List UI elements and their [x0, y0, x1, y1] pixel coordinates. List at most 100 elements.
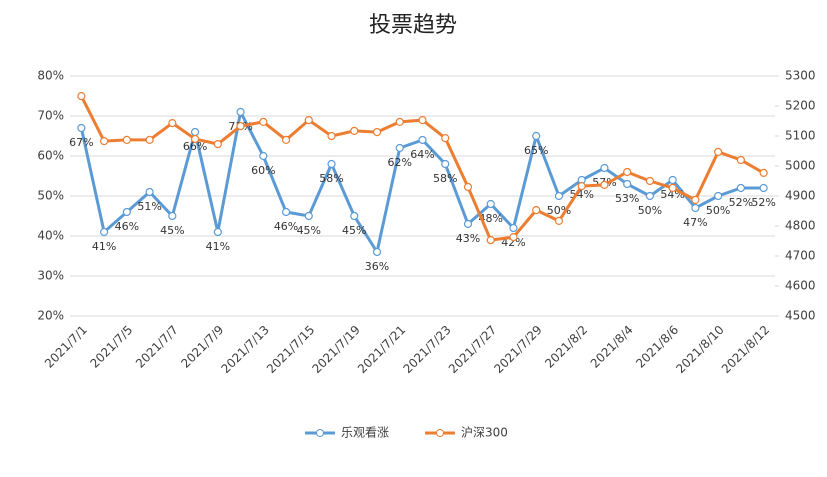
point — [281, 207, 291, 217]
data-label: 47% — [683, 216, 707, 229]
point — [213, 227, 222, 237]
point — [645, 191, 655, 201]
data-label: 45% — [297, 224, 321, 237]
data-label: 48% — [478, 212, 502, 225]
data-label: 65% — [524, 144, 548, 157]
point — [77, 91, 86, 101]
y2-tick-label: 4900 — [785, 189, 816, 203]
y-tick-label: 70% — [37, 109, 64, 123]
point — [77, 123, 86, 133]
data-label: 41% — [92, 240, 116, 253]
point — [122, 135, 131, 144]
x-tick-label: 2021/8/2 — [542, 323, 590, 371]
legend-label: 乐观看涨 — [341, 425, 389, 440]
point — [304, 211, 313, 221]
data-label: 66% — [183, 140, 207, 153]
data-label: 43% — [456, 232, 480, 245]
data-label: 45% — [342, 224, 366, 237]
x-tick-label: 2021/7/13 — [218, 323, 271, 376]
point — [759, 168, 768, 177]
data-label: 50% — [706, 204, 730, 217]
point — [600, 163, 609, 173]
y2-tick-label: 5300 — [785, 69, 816, 83]
point — [668, 175, 677, 185]
data-label: 58% — [433, 172, 457, 185]
point — [395, 117, 404, 127]
data-label: 46% — [115, 220, 139, 233]
point — [486, 199, 495, 209]
y-tick-label: 30% — [37, 269, 64, 283]
x-tick-label: 2021/7/19 — [309, 323, 362, 376]
point — [145, 135, 154, 144]
point — [463, 219, 473, 229]
point — [645, 176, 655, 186]
point — [600, 180, 609, 189]
y2-tick-label: 4700 — [785, 249, 816, 263]
legend-marker — [436, 429, 445, 437]
data-label: 45% — [160, 224, 184, 237]
point — [259, 117, 268, 127]
data-label: 67% — [69, 136, 93, 149]
x-tick-label: 2021/7/5 — [87, 323, 135, 371]
point — [190, 134, 200, 144]
legend-label: 沪深300 — [461, 426, 508, 440]
point — [236, 107, 245, 117]
point — [577, 182, 586, 191]
y2-tick-label: 5000 — [785, 159, 816, 173]
point — [463, 182, 473, 192]
y-tick-label: 60% — [37, 149, 64, 163]
data-label: 62% — [388, 156, 412, 169]
legend-marker — [316, 429, 324, 437]
data-label: 52% — [751, 196, 775, 209]
point — [168, 118, 177, 128]
point — [668, 183, 677, 192]
chart-title: 投票趋势 — [369, 13, 457, 38]
point — [100, 227, 109, 237]
point — [281, 135, 291, 144]
data-label: 53% — [615, 192, 639, 205]
data-label: 51% — [137, 200, 161, 213]
point — [145, 187, 154, 197]
point — [509, 223, 518, 233]
point — [736, 155, 745, 165]
x-tick-label: 2021/7/21 — [355, 323, 408, 376]
point — [327, 131, 336, 141]
y2-tick-label: 5100 — [785, 129, 816, 143]
y2-tick-label: 4600 — [785, 279, 816, 293]
point — [554, 191, 564, 201]
data-label: 41% — [206, 240, 230, 253]
x-tick-label: 2021/8/6 — [633, 323, 681, 371]
point — [691, 203, 700, 213]
y-tick-label: 50% — [37, 189, 64, 203]
x-tick-label: 2021/7/29 — [491, 323, 544, 376]
y-tick-label: 40% — [37, 229, 64, 243]
x-tick-label: 2021/7/27 — [446, 323, 499, 376]
point — [486, 236, 495, 245]
y2-tick-label: 5200 — [785, 99, 816, 113]
data-label: 50% — [638, 204, 662, 217]
x-tick-label: 2021/7/23 — [400, 323, 453, 376]
y-tick-label: 80% — [37, 69, 64, 83]
y2-tick-label: 4800 — [785, 219, 816, 233]
point — [100, 137, 109, 146]
point — [759, 183, 768, 193]
point — [236, 121, 245, 131]
point — [418, 115, 427, 125]
y-tick-label: 20% — [37, 309, 64, 323]
point — [554, 216, 564, 225]
y2-tick-label: 4500 — [785, 309, 816, 323]
point — [532, 131, 541, 141]
point — [691, 195, 700, 204]
x-tick-label: 2021/7/1 — [42, 323, 90, 371]
x-tick-label: 2021/7/15 — [264, 323, 317, 376]
point — [714, 191, 723, 201]
x-tick-label: 2021/7/9 — [178, 323, 226, 371]
point — [532, 206, 541, 215]
data-label: 64% — [410, 148, 434, 161]
point — [168, 211, 177, 221]
x-tick-label: 2021/8/10 — [673, 323, 726, 376]
data-label: 52% — [729, 196, 753, 209]
point — [327, 159, 336, 169]
point — [122, 207, 131, 217]
point — [736, 183, 745, 193]
